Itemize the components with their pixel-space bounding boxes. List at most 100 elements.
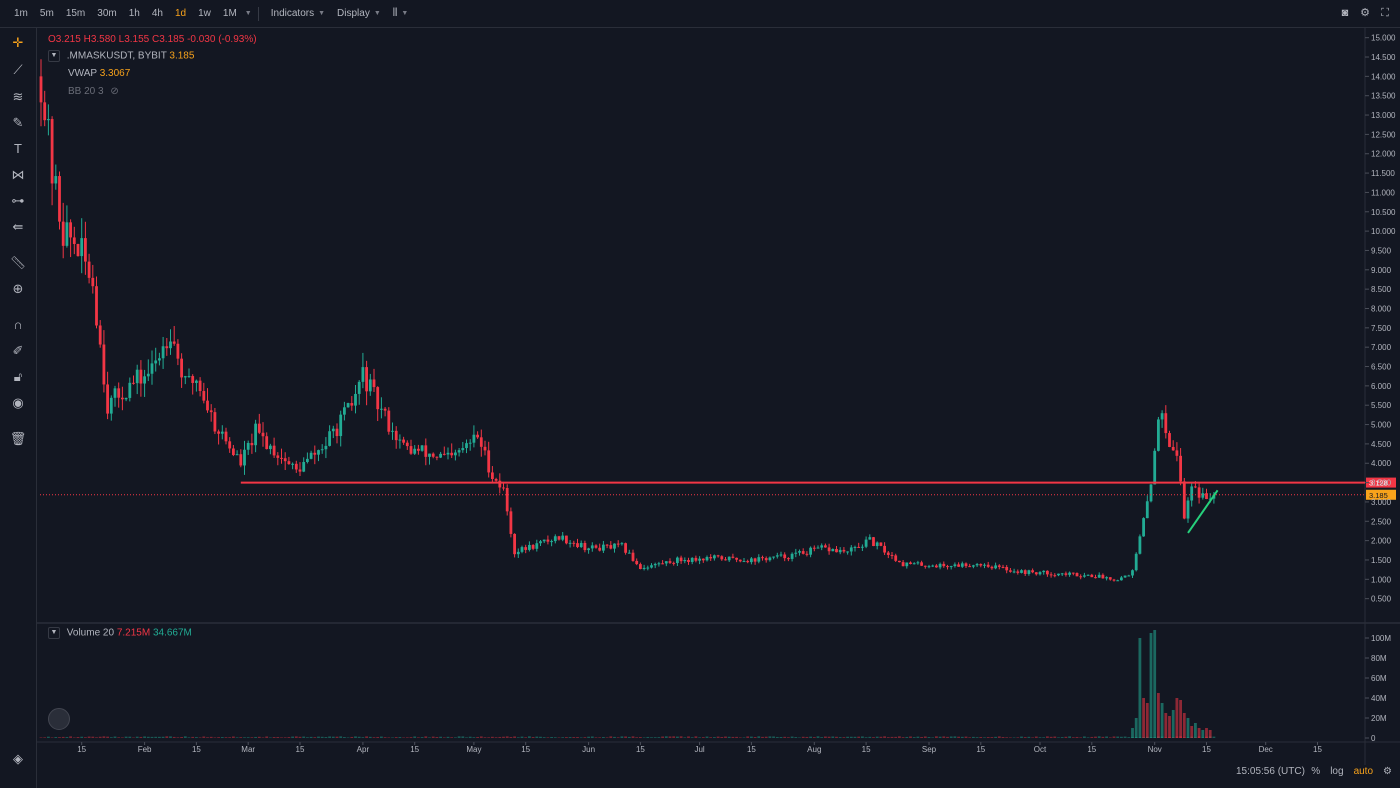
volume-label: Volume 20 <box>66 627 115 639</box>
volume-bar <box>687 736 690 738</box>
volume-bar <box>609 736 613 738</box>
timeframe-1w[interactable]: 1w <box>198 8 211 19</box>
volume-bar <box>602 737 605 738</box>
price-axis[interactable]: 15.000 14.500 14.000 13.500 13.000 12.500 12.0… <box>1365 34 1396 604</box>
prediction-tool-icon[interactable]: ⊶ <box>11 193 25 208</box>
ruler-icon[interactable]: 📏︎ <box>9 255 27 270</box>
crosshair-icon[interactable]: ✛ <box>12 35 24 50</box>
lock-drawing-icon[interactable]: ✐ <box>12 343 24 358</box>
percent-scale-button[interactable]: % <box>1311 766 1321 777</box>
volume-bar <box>1057 737 1060 738</box>
timeframe-4h[interactable]: 4h <box>151 8 163 19</box>
magnet-icon[interactable]: ∩ <box>13 317 23 332</box>
volume-bar <box>668 736 672 738</box>
collapse-legend-button[interactable]: ▼ <box>48 50 60 62</box>
log-scale-button[interactable]: log <box>1330 766 1344 777</box>
price-tick-label: 7.000 <box>1371 343 1392 352</box>
indicators-button[interactable]: Indicators ▼ <box>265 8 331 19</box>
candle-body <box>931 565 935 567</box>
unlock-icon[interactable]: 🔓︎ <box>13 369 23 384</box>
text-tool-icon[interactable]: T <box>14 141 22 156</box>
eye-icon[interactable]: ◉ <box>12 395 24 410</box>
volume-bar <box>1134 718 1138 738</box>
candle-body <box>1012 571 1016 573</box>
settings-gear-icon[interactable]: ⚙ <box>1383 766 1392 777</box>
candle-body <box>616 543 620 545</box>
volume-bar <box>824 736 827 738</box>
candle-body <box>768 557 772 561</box>
candle-body <box>132 382 135 384</box>
trendline[interactable] <box>1187 489 1219 534</box>
volume-axis[interactable]: 100M 80M 60M 40M 20M 0 <box>1365 634 1391 743</box>
time-axis[interactable]: 15 Feb 15 Mar 15 Apr 15 May 15 Jun 15 Jul 15 Aug 15 Sep… <box>77 742 1322 754</box>
time-tick-label: 15 <box>862 745 871 754</box>
pattern-tool-icon[interactable]: ⋈ <box>11 167 25 182</box>
candle-body <box>1194 486 1197 488</box>
price-tick-label: 4.500 <box>1371 440 1392 449</box>
collapse-volume-button[interactable]: ▼ <box>48 627 60 639</box>
candle-body <box>1142 518 1145 537</box>
volume-bar <box>98 736 102 738</box>
timeframe-5m[interactable]: 5m <box>39 8 54 19</box>
auto-scale-button[interactable]: auto <box>1353 766 1374 777</box>
candle-body <box>801 551 805 554</box>
vwap-legend[interactable]: VWAP 3.3067 <box>68 68 130 79</box>
display-button[interactable]: Display ▼ <box>331 8 387 19</box>
volume-bar <box>639 737 642 738</box>
timeframe-1M[interactable]: 1M <box>222 8 237 19</box>
candle-body <box>779 554 783 556</box>
volume-bar <box>39 737 43 738</box>
bb-legend[interactable]: BB 20 3 ⊘ <box>68 86 119 97</box>
timeframe-15m[interactable]: 15m <box>65 8 86 19</box>
candle-body <box>960 563 964 567</box>
fullscreen-icon[interactable]: ⛶ <box>1381 7 1389 19</box>
timeframe-1d[interactable]: 1d <box>174 8 187 19</box>
volume-bar <box>942 736 946 738</box>
hidden-eye-icon[interactable]: ⊘ <box>110 86 119 97</box>
volume-bar <box>1164 713 1168 738</box>
timeframe-dropdown-icon[interactable]: ▼ <box>244 10 252 17</box>
volume-bar <box>857 736 861 738</box>
brush-tool-icon[interactable]: ✎ <box>12 115 24 130</box>
candle-body <box>1134 553 1138 571</box>
volume-bar <box>146 736 150 738</box>
volume-bar <box>864 737 868 738</box>
volume-bar <box>483 737 487 738</box>
zoom-in-icon[interactable]: ⊕ <box>12 281 24 296</box>
candle-body <box>1201 493 1205 498</box>
volume-bar <box>461 736 465 738</box>
volume-bar <box>139 736 143 738</box>
chevron-down-icon: ▼ <box>318 10 326 17</box>
volume-bar <box>1090 736 1094 738</box>
candle-body <box>324 445 328 450</box>
price-tick-label: 6.000 <box>1371 382 1392 391</box>
volume-bar <box>1160 703 1164 738</box>
fib-tool-icon[interactable]: ≋ <box>12 89 24 104</box>
volume-bar <box>324 737 328 738</box>
candle-body <box>383 408 387 411</box>
candle-body <box>1053 575 1057 577</box>
camera-icon[interactable]: ◙ <box>1341 7 1349 19</box>
volume-bar <box>1060 737 1064 738</box>
candle-body <box>857 546 861 548</box>
candle-body <box>653 563 657 566</box>
volume-bar <box>550 737 553 738</box>
volume-bar <box>298 736 302 738</box>
settings-icon[interactable]: ⚙ <box>1360 7 1370 19</box>
candle-body <box>957 564 960 567</box>
candle-body <box>1083 575 1086 577</box>
price-chart[interactable]: 3.128 3.185 15.000 14.500 14.000 13.500 13.00… <box>37 28 1400 788</box>
arrow-back-icon[interactable]: ⇚ <box>12 219 24 234</box>
timeframe-1m[interactable]: 1m <box>14 8 28 19</box>
volume-bar <box>994 736 997 738</box>
candle-body <box>1179 455 1182 482</box>
layers-icon[interactable]: ◈ <box>13 751 23 766</box>
candle-body <box>1108 577 1112 580</box>
candle-body <box>228 441 232 449</box>
timeframe-30m[interactable]: 30m <box>97 8 117 19</box>
volume-bar <box>102 736 106 738</box>
trash-icon[interactable]: 🗑︎ <box>9 431 27 446</box>
timeframe-1h[interactable]: 1h <box>128 8 140 19</box>
trendline-tool-icon[interactable]: ⟋ <box>13 62 23 77</box>
chart-type-button[interactable]: ⫴ ▼ <box>387 7 415 20</box>
